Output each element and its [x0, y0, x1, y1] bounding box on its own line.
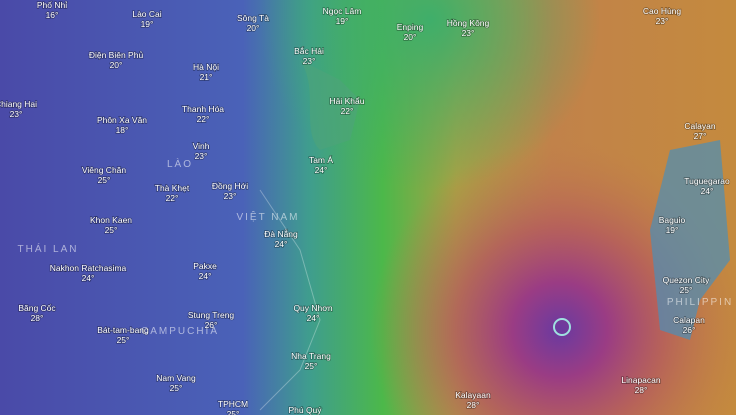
luzon: [650, 140, 730, 340]
city-name: Phú Quý: [288, 405, 322, 415]
typhoon-eye: [553, 318, 571, 336]
city-temp: 28°: [467, 400, 480, 410]
city-name: Hải Khẩu: [330, 96, 365, 106]
hainan: [300, 60, 360, 150]
country-label: THÁI LAN: [17, 242, 78, 255]
city-name: Thanh Hóa: [182, 104, 224, 114]
city-name: Nam Vang: [156, 373, 196, 383]
city-temp: 20°: [110, 60, 123, 70]
city-temp: 25°: [98, 175, 111, 185]
city-name: Baguio: [659, 215, 686, 225]
city-name: Nakhon Ratchasima: [50, 263, 127, 273]
city-name: TPHCM: [218, 399, 248, 409]
country-label: LÀO: [167, 157, 193, 170]
city-name: Ngọc Lâm: [323, 6, 362, 16]
city-name: Sông Tà: [237, 13, 269, 23]
city-temp: 23°: [10, 109, 23, 119]
city-temp: 20°: [247, 23, 260, 33]
country-label: PHILIPPIN: [667, 297, 733, 308]
city-temp: 25°: [117, 335, 130, 345]
city-name: Tuguegarao: [684, 176, 730, 186]
city-name: Stung Treng: [188, 310, 235, 320]
city-name: Đồng Hới: [212, 181, 248, 191]
city-temp: 24°: [82, 273, 95, 283]
city-temp: 22°: [197, 114, 210, 124]
city-name: Phố Nhỉ: [37, 0, 67, 10]
country-label: CAMPUCHIA: [141, 326, 219, 337]
city-temp: 28°: [31, 313, 44, 323]
city-name: Tam Á: [309, 155, 333, 165]
city-temp: 25°: [680, 285, 693, 295]
city-temp: 23°: [303, 56, 316, 66]
city-name: Calapan: [673, 315, 705, 325]
city-temp: 23°: [224, 191, 237, 201]
city-name: Băng Cốc: [18, 303, 56, 313]
city-temp: 23°: [656, 16, 669, 26]
city-name: Bát-tam-bang: [97, 325, 149, 335]
city-temp: 24°: [315, 165, 328, 175]
coastline: [259, 189, 321, 411]
city-temp: 24°: [199, 271, 212, 281]
city-name: Kalayaan: [455, 390, 491, 400]
city-temp: 24°: [275, 239, 288, 249]
city-temp: 23°: [462, 28, 475, 38]
city-temp: 24°: [307, 313, 320, 323]
city-temp: 25°: [170, 383, 183, 393]
city-name: Thà Khẹt: [155, 183, 190, 193]
city-name: Quy Nhơn: [293, 303, 332, 313]
city-temp: 24°: [701, 186, 714, 196]
city-temp: 25°: [227, 409, 240, 415]
city-temp: 19°: [666, 225, 679, 235]
city-name: Enping: [397, 22, 424, 32]
city-name: Quezon City: [663, 275, 711, 285]
city-temp: 20°: [404, 32, 417, 42]
city-temp: 19°: [141, 19, 154, 29]
city-name: Bắc Hải: [294, 46, 324, 56]
city-name: Calayan: [684, 121, 715, 131]
city-temp: 22°: [341, 106, 354, 116]
city-temp: 22°: [166, 193, 179, 203]
city-name: Hồng Kông: [447, 18, 490, 28]
city-name: Pakxe: [193, 261, 217, 271]
city-temp: 23°: [195, 151, 208, 161]
city-name: Hà Nội: [193, 62, 219, 72]
country-label: VIỆT NAM: [236, 210, 299, 223]
city-name: Nha Trang: [291, 351, 331, 361]
city-name: Khon Kaen: [90, 215, 132, 225]
city-temp: 26°: [683, 325, 696, 335]
city-name: Phôn Xa Văn: [97, 115, 147, 125]
city-temp: 25°: [305, 361, 318, 371]
city-temp: 27°: [694, 131, 707, 141]
city-name: Chiang Hai: [0, 99, 37, 109]
city-name: Viêng Chăn: [82, 165, 127, 175]
city-name: Vinh: [193, 141, 210, 151]
city-temp: 28°: [635, 385, 648, 395]
city-temp: 18°: [116, 125, 129, 135]
city-temp: 16°: [46, 10, 59, 20]
city-temp: 26°: [205, 320, 218, 330]
city-name: Lào Cai: [132, 9, 161, 19]
city-name: Đà Nẵng: [264, 229, 298, 239]
city-temp: 25°: [105, 225, 118, 235]
city-temp: 21°: [200, 72, 213, 82]
city-temp: 19°: [336, 16, 349, 26]
city-name: Điện Biên Phủ: [89, 50, 144, 60]
city-name: Cao Hùng: [643, 6, 682, 16]
city-name: Linapacan: [621, 375, 661, 385]
